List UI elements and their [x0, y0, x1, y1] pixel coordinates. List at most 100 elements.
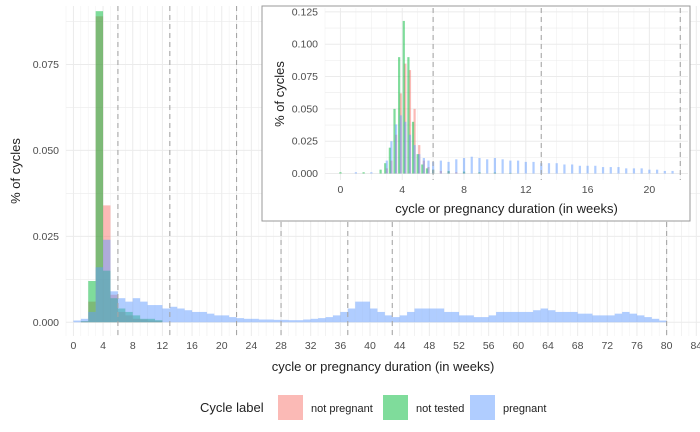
- histogram-bar: [571, 164, 574, 174]
- x-tick-label: 4: [100, 340, 106, 352]
- histogram-bar: [636, 315, 645, 323]
- histogram-bar: [547, 310, 556, 323]
- histogram-bar: [462, 158, 466, 174]
- histogram-bar: [318, 318, 326, 323]
- histogram-bar: [379, 169, 382, 174]
- histogram-bar: [607, 315, 615, 323]
- histogram-bar: [73, 320, 81, 323]
- histogram-bar: [125, 301, 133, 323]
- histogram-bar: [140, 301, 148, 323]
- legend-label: not tested: [416, 403, 464, 415]
- histogram-bar: [103, 239, 111, 323]
- histogram-bar: [370, 172, 373, 174]
- histogram-bar: [281, 319, 289, 323]
- histogram-bar: [325, 317, 333, 323]
- histogram-bar: [671, 170, 674, 174]
- histogram-bar: [388, 147, 391, 174]
- x-tick-label: 24: [246, 340, 258, 352]
- histogram-bar: [518, 311, 526, 323]
- histogram-bar: [332, 315, 341, 323]
- x-axis-title: cycle or pregnancy duration (in weeks): [272, 359, 495, 374]
- histogram-bar: [578, 165, 581, 174]
- histogram-bar: [192, 311, 200, 323]
- y-tick-label: 0.100: [292, 39, 318, 51]
- x-tick-label: 4: [399, 184, 405, 196]
- histogram-bar: [362, 172, 365, 174]
- series-not-pregnant: [80, 16, 163, 323]
- histogram-bar: [273, 319, 282, 323]
- histogram-bar: [614, 313, 623, 323]
- histogram-bar: [266, 319, 274, 323]
- x-tick-label: 40: [364, 340, 376, 352]
- grid: [324, 8, 688, 180]
- histogram-bar: [393, 108, 396, 174]
- histogram-bar: [625, 168, 628, 174]
- x-tick-label: 20: [216, 340, 228, 352]
- histogram-bar: [599, 315, 608, 323]
- histogram-bar: [394, 124, 398, 174]
- histogram-bar: [622, 311, 630, 323]
- histogram-bar: [399, 315, 408, 323]
- histogram-bar: [339, 172, 342, 174]
- histogram-bar: [162, 308, 170, 323]
- histogram-bar: [640, 168, 643, 174]
- histogram-bar: [384, 163, 387, 174]
- histogram-bar: [407, 311, 415, 323]
- x-tick-label: 28: [275, 340, 287, 352]
- x-tick-label: 12: [520, 184, 532, 196]
- histogram-bar: [601, 167, 605, 174]
- y-tick-label: 0.025: [33, 231, 59, 243]
- x-tick-label: 48: [424, 340, 436, 352]
- histogram-bar: [478, 158, 481, 174]
- x-tick-label: 52: [453, 340, 465, 352]
- histogram-bar: [510, 311, 519, 323]
- histogram-bar: [466, 315, 474, 323]
- x-tick-label: 44: [394, 340, 406, 352]
- histogram-bar: [288, 320, 296, 323]
- histogram-bar: [532, 161, 535, 174]
- legend-item: not tested: [383, 395, 464, 420]
- histogram-bar: [354, 172, 357, 174]
- series-pregnant: [354, 115, 674, 174]
- histogram-bar: [425, 168, 429, 174]
- x-tick-label: 0: [70, 340, 76, 352]
- inset-plot: 0 4 8 12 16 20 0.000 0.025 0.050 0.075 0.100 0.125 c…: [261, 5, 691, 222]
- histogram-bar: [563, 164, 566, 174]
- histogram-bar: [470, 156, 473, 174]
- histogram-bar: [177, 308, 185, 323]
- histogram-bar: [251, 318, 259, 323]
- legend-swatch: [278, 395, 303, 420]
- bars: [73, 11, 667, 323]
- histogram-bar: [459, 315, 467, 323]
- histogram-bar: [651, 318, 660, 323]
- legend-swatch: [470, 395, 495, 420]
- x-tick-label: 36: [335, 340, 347, 352]
- histogram-bar: [577, 313, 586, 323]
- histogram-bar: [486, 159, 489, 174]
- legend-title: Cycle label: [200, 400, 264, 415]
- histogram-bar: [648, 169, 651, 174]
- histogram-bar: [154, 305, 163, 323]
- histogram-bar: [609, 167, 612, 174]
- histogram-bar: [585, 313, 593, 323]
- histogram-bar: [496, 311, 504, 323]
- histogram-bar: [451, 311, 460, 323]
- histogram-bar: [562, 311, 571, 323]
- histogram-bar: [632, 168, 636, 174]
- histogram-bar: [547, 163, 551, 174]
- histogram-bar: [656, 169, 659, 174]
- histogram-bar: [236, 318, 244, 323]
- histogram-bar: [88, 281, 96, 323]
- histogram-bar: [310, 318, 319, 323]
- histogram-bar: [214, 315, 222, 323]
- histogram-bar: [570, 311, 578, 323]
- x-tick-label: 72: [601, 340, 613, 352]
- histogram-bar: [418, 154, 421, 174]
- x-tick-label: 0: [338, 184, 344, 196]
- x-tick-label: 68: [572, 340, 584, 352]
- histogram-bar: [392, 317, 400, 323]
- inset-frame: [261, 5, 691, 222]
- legend-label: not pregnant: [311, 403, 373, 415]
- x-tick-label: 20: [644, 184, 656, 196]
- histogram-bar: [432, 161, 435, 174]
